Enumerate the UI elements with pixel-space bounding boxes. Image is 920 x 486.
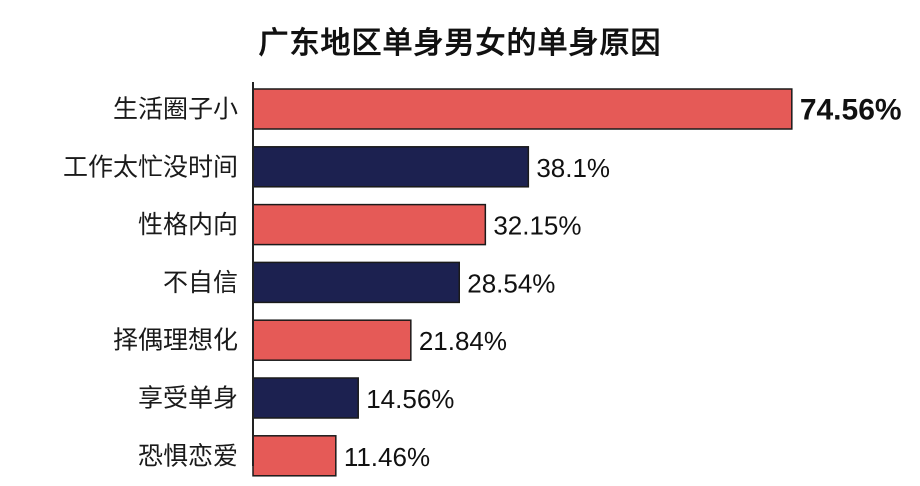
chart-title: 广东地区单身男女的单身原因 [258,26,662,61]
bar [252,435,337,477]
category-label: 择偶理想化 [113,326,238,355]
bar [252,261,460,304]
data-label: 21.84% [419,326,507,356]
bar [252,319,412,361]
data-label: 32.15% [493,211,581,241]
category-label: 享受单身 [138,384,238,413]
data-label: 74.56% [800,94,902,127]
bar [252,203,487,246]
category-label: 不自信 [163,268,238,297]
bar [252,377,359,419]
category-label: 恐惧恋爱 [138,441,238,470]
category-label: 生活圈子小 [113,95,238,124]
category-label: 性格内向 [138,210,238,239]
data-label: 28.54% [467,268,555,298]
category-label: 工作太忙没时间 [63,152,238,181]
bar [252,88,793,130]
bar [252,146,530,188]
data-label: 11.46% [344,442,430,472]
data-label: 14.56% [366,384,454,414]
data-label: 38.1% [536,153,610,183]
